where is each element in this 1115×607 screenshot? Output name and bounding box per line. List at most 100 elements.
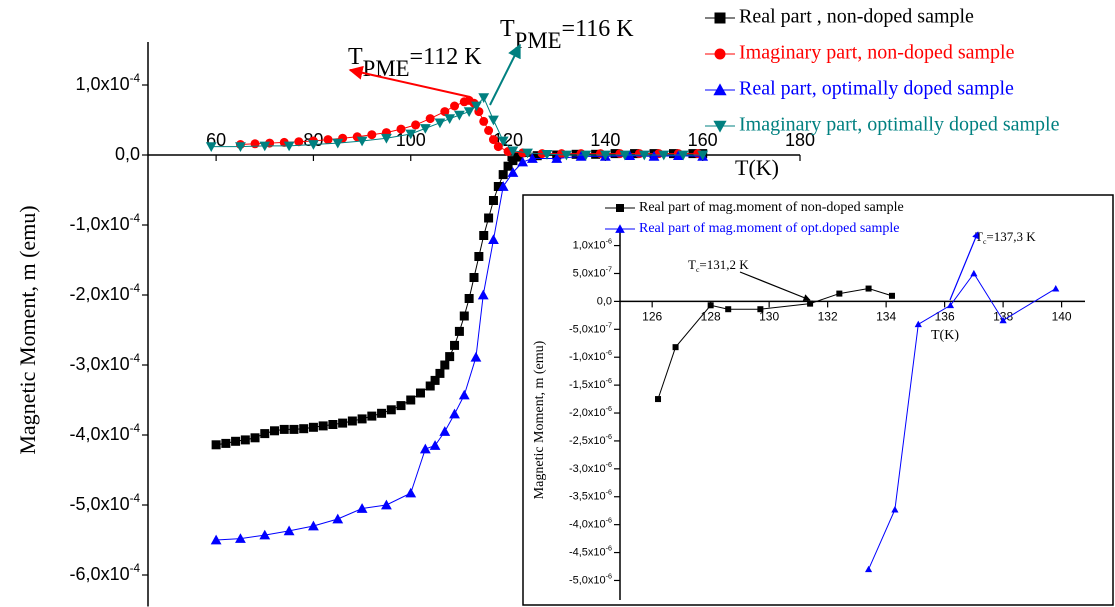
point bbox=[517, 156, 529, 167]
point bbox=[270, 426, 280, 436]
point bbox=[1052, 284, 1060, 292]
annotation-part: =116 K bbox=[562, 16, 635, 42]
point bbox=[377, 408, 387, 418]
point bbox=[231, 436, 241, 446]
y-tick-label: -5,0x10-4 bbox=[70, 492, 141, 514]
legend-label: Real part, optimally doped sample bbox=[739, 78, 1014, 100]
x-tick-label: 160 bbox=[688, 130, 718, 150]
point bbox=[419, 124, 431, 134]
annotation: TPME=112 K bbox=[348, 44, 482, 81]
series-line bbox=[216, 155, 703, 541]
point bbox=[672, 344, 679, 351]
point bbox=[469, 273, 479, 282]
point bbox=[493, 142, 503, 152]
annotation: Tc=131,2 K bbox=[688, 257, 749, 274]
y-tick-label: -1,5x10-6 bbox=[569, 377, 612, 391]
point bbox=[891, 505, 899, 513]
annotation-part: T bbox=[500, 16, 515, 42]
annotation-arrow bbox=[739, 271, 811, 301]
point bbox=[250, 139, 260, 149]
point bbox=[648, 151, 660, 161]
point bbox=[488, 115, 499, 126]
point bbox=[575, 151, 587, 161]
point bbox=[259, 141, 271, 152]
point bbox=[338, 418, 348, 428]
point bbox=[210, 534, 222, 545]
point bbox=[440, 360, 450, 370]
point bbox=[757, 306, 764, 313]
y-tick-label: -5,0x10-7 bbox=[569, 321, 612, 335]
point bbox=[970, 269, 978, 277]
point bbox=[498, 170, 508, 180]
point bbox=[450, 101, 460, 111]
point bbox=[405, 487, 417, 498]
point bbox=[328, 420, 338, 429]
point bbox=[411, 120, 421, 130]
point bbox=[865, 285, 872, 292]
point bbox=[294, 137, 304, 147]
point bbox=[289, 424, 299, 434]
annotation-part: T bbox=[348, 44, 363, 70]
y-tick-label: 0,0 bbox=[597, 295, 612, 307]
point bbox=[541, 149, 553, 160]
annotation-part: =131,2 K bbox=[699, 257, 749, 272]
point bbox=[356, 503, 368, 513]
point bbox=[638, 150, 650, 161]
x-tick-label: 100 bbox=[396, 130, 426, 150]
point bbox=[205, 142, 217, 152]
inset-frame bbox=[522, 194, 1114, 606]
point bbox=[430, 375, 440, 385]
y-tick-label: -5,0x10-6 bbox=[569, 572, 612, 586]
point bbox=[488, 234, 499, 245]
point bbox=[471, 101, 482, 112]
point bbox=[211, 440, 221, 450]
y-tick-label: -4,0x10-6 bbox=[569, 517, 612, 531]
y-tick-label: -3,5x10-6 bbox=[569, 489, 612, 503]
point bbox=[440, 107, 450, 117]
y-tick-label: -3,0x10-6 bbox=[569, 461, 612, 475]
point bbox=[454, 326, 464, 336]
legend-marker bbox=[714, 12, 726, 24]
annotation-part: PME bbox=[363, 56, 410, 81]
x-axis-label: T(K) bbox=[735, 155, 779, 180]
point bbox=[522, 148, 533, 159]
x-tick-label: 136 bbox=[935, 310, 955, 324]
annotation-part: =137,3 K bbox=[986, 229, 1036, 244]
point bbox=[308, 140, 319, 150]
point bbox=[356, 136, 368, 147]
point bbox=[439, 426, 451, 436]
point bbox=[561, 150, 572, 161]
point bbox=[497, 181, 509, 191]
annotation-arrow bbox=[949, 231, 979, 301]
y-tick-label: 1,0x10-6 bbox=[573, 237, 612, 251]
y-tick-label: -1,0x10-6 bbox=[569, 349, 612, 363]
point bbox=[571, 149, 581, 159]
point bbox=[551, 153, 563, 163]
legend-marker bbox=[616, 204, 624, 212]
y-tick-label: -2,5x10-6 bbox=[569, 433, 612, 447]
y-tick-label: -2,0x10-6 bbox=[569, 405, 612, 419]
point bbox=[357, 414, 367, 424]
point bbox=[807, 300, 814, 307]
y-tick-label: 5,0x10-7 bbox=[573, 265, 612, 279]
point bbox=[435, 368, 445, 378]
point bbox=[415, 388, 425, 398]
point bbox=[532, 151, 542, 161]
annotation-part: c bbox=[983, 237, 987, 246]
y-tick-label: -2,0x10-4 bbox=[70, 282, 141, 304]
point bbox=[697, 150, 709, 161]
point bbox=[332, 513, 344, 524]
x-tick-label: 140 bbox=[1052, 310, 1072, 324]
legend-label: Real part of mag.moment of non-doped sam… bbox=[639, 200, 904, 215]
annotation-part: =112 K bbox=[410, 44, 483, 70]
point bbox=[526, 153, 538, 163]
point bbox=[836, 290, 843, 297]
point bbox=[367, 130, 377, 140]
y-tick-label: -4,0x10-4 bbox=[70, 422, 141, 444]
x-tick-label: 140 bbox=[590, 130, 620, 150]
x-tick-label: 134 bbox=[876, 310, 896, 324]
point bbox=[425, 114, 435, 124]
point bbox=[406, 395, 416, 405]
legend-label: Imaginary part, optimally doped sample bbox=[739, 114, 1060, 136]
